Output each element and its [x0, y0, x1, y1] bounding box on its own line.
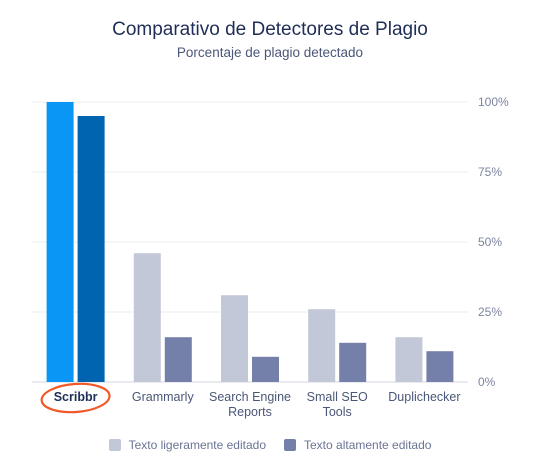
bar-light — [395, 337, 423, 382]
chart-title: Comparativo de Detectores de Plagio — [112, 19, 428, 40]
legend-item-light: Texto ligeramente editado — [108, 438, 266, 452]
bar-heavy — [339, 342, 367, 382]
legend-swatch-heavy — [284, 439, 296, 451]
bar-heavy — [426, 351, 454, 382]
x-tick-label: Search Engine — [209, 390, 291, 404]
bar-light — [308, 309, 336, 382]
y-tick-label: 75% — [478, 165, 502, 179]
legend-label-heavy: Texto altamente editado — [304, 438, 432, 452]
x-tick-label: Scribbr — [54, 390, 98, 404]
legend-swatch-light — [108, 439, 121, 451]
bar-light — [221, 295, 248, 382]
bar-light — [46, 102, 74, 382]
chart-legend: Texto ligeramente editado Texto altament… — [0, 438, 540, 452]
x-tick-label: Reports — [228, 405, 272, 419]
y-tick-label: 25% — [478, 305, 502, 319]
bar-heavy — [77, 116, 105, 382]
y-tick-label: 0% — [478, 375, 496, 389]
x-tick-label: Grammarly — [132, 390, 195, 404]
highlight-circle — [40, 382, 111, 414]
x-tick-label: Duplichecker — [388, 390, 460, 404]
bar-heavy — [164, 337, 192, 382]
x-tick-label: Small SEO — [307, 390, 368, 404]
y-tick-label: 100% — [478, 95, 509, 109]
bar-heavy — [252, 356, 279, 382]
x-tick-label: Tools — [323, 405, 352, 419]
y-tick-label: 50% — [478, 235, 502, 249]
chart-subtitle: Porcentaje de plagio detectado — [176, 45, 364, 60]
legend-label-light: Texto ligeramente editado — [128, 438, 266, 452]
bar-light — [133, 253, 161, 382]
legend-item-heavy: Texto altamente editado — [284, 438, 431, 452]
